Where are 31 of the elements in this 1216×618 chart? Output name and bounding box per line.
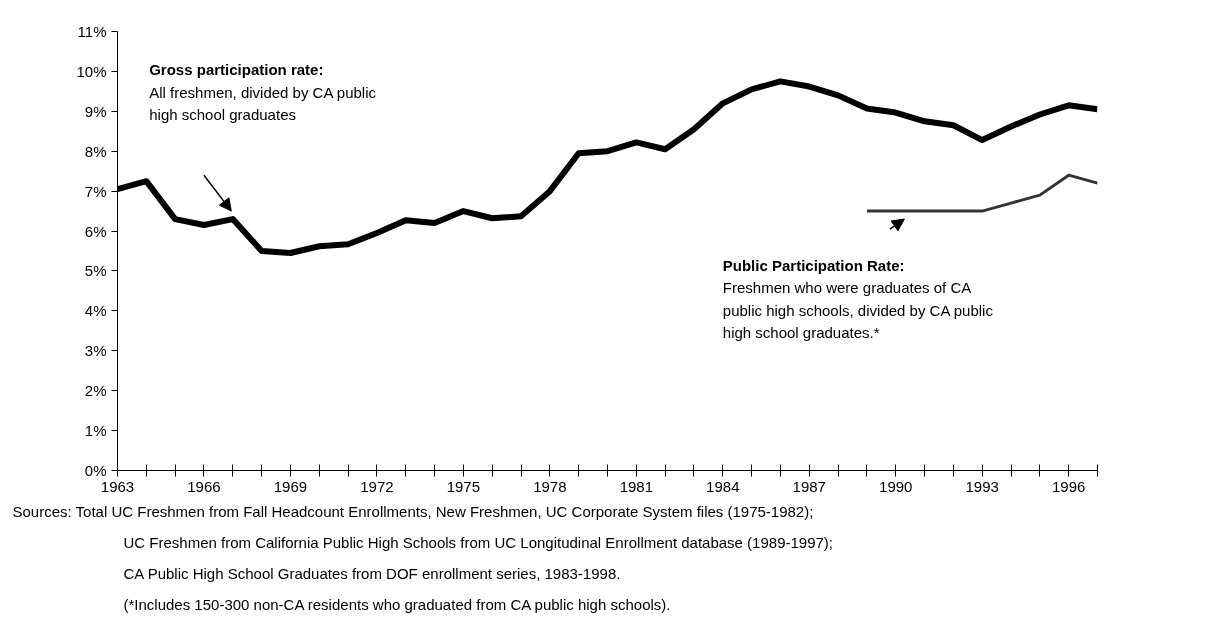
y-tick-label: 2%: [84, 382, 107, 400]
x-tick-label: 1969: [273, 477, 308, 495]
x-tick-label: 1978: [533, 477, 567, 495]
line-series: [865, 173, 1098, 213]
y-tick-label: 3%: [84, 342, 107, 360]
x-tick-label: 1993: [965, 477, 999, 495]
annotation: Public Participation Rate: Freshmen who were graduates of CA public high schools, divided by CA public high school graduates.*: [722, 256, 994, 342]
x-tick-label: 1996: [1051, 477, 1086, 495]
x-tick-label: 1984: [706, 477, 740, 495]
x-tick-label: 1963: [100, 477, 135, 495]
y-tick-label: 11%: [77, 23, 107, 40]
source-note: Sources: Total UC Freshmen from Fall Headcount Enrollments, New Freshmen, UC Corporate System files (1975-1982);: [12, 502, 814, 520]
x-tick-label: 1990: [879, 477, 913, 495]
text: UC Freshmen from California Public High Schools from UC Longitudinal Enrollment database (1989-1997);: [123, 533, 834, 551]
y-tick-label: 4%: [84, 302, 107, 320]
annotation: Gross participation rate: All freshmen, divided by CA public high school graduates: [149, 61, 377, 124]
y-tick-label: 0%: [84, 462, 107, 479]
y-tick-label: 6%: [84, 222, 107, 240]
y-tick-label: 8%: [84, 142, 107, 160]
x-tick-label: 1966: [187, 477, 221, 495]
text: CA Public High School Graduates from DOF enrollment series, 1983-1998.: [123, 564, 621, 582]
y-tick-label: 9%: [84, 102, 107, 120]
y-tick-label: 7%: [84, 182, 107, 200]
y-tick-label: 1%: [84, 422, 107, 440]
y-tick-label: 5%: [84, 262, 107, 280]
x-tick-label: 1987: [792, 477, 826, 495]
x-tick-label: 1972: [360, 477, 394, 495]
x-tick-label: 1981: [619, 477, 654, 495]
text: (*Includes 150-300 non-CA residents who graduated from CA public high schools).: [123, 595, 671, 613]
y-tick-label: 10%: [76, 62, 107, 80]
x-tick-label: 1975: [446, 477, 481, 495]
